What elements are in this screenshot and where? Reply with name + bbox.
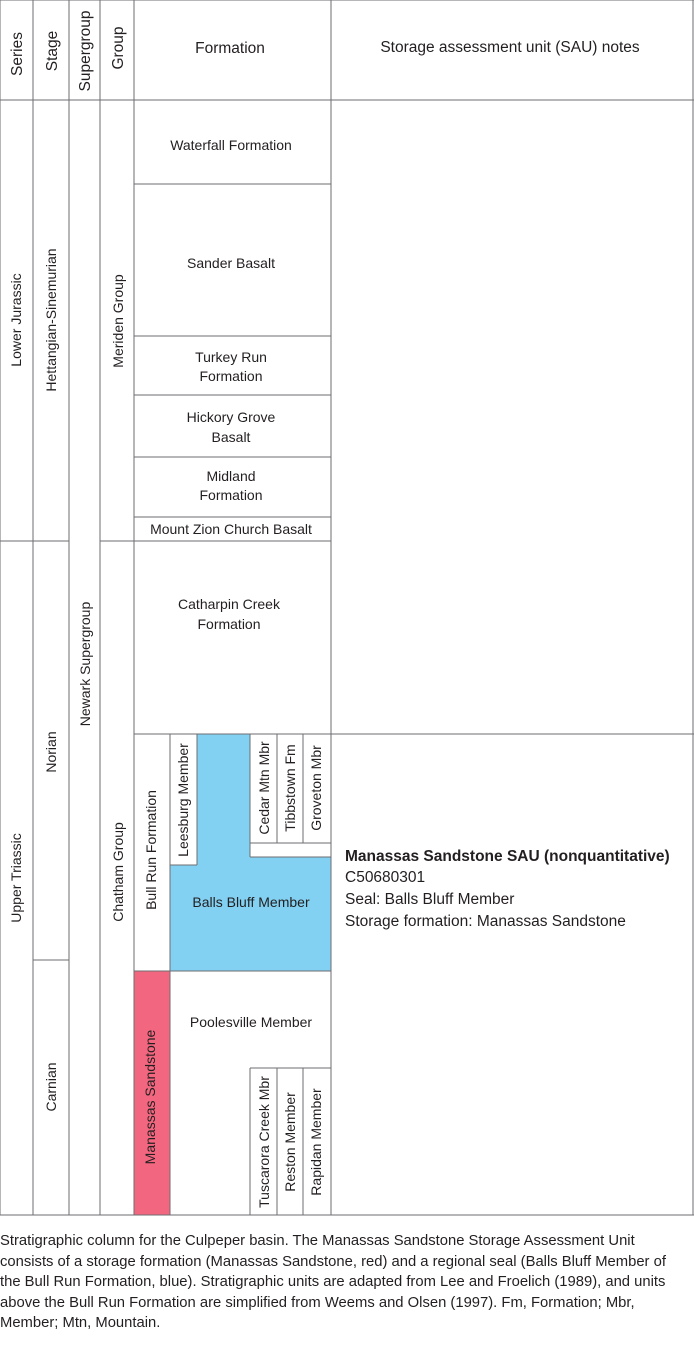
member-leesburg: Leesburg Member [175, 743, 191, 857]
stratigraphic-column: Series Stage Supergroup Group Formation … [0, 0, 694, 1216]
manassas-sandstone-storage-fill [134, 971, 170, 1215]
group-meriden: Meriden Group [110, 274, 126, 368]
formation-bull-run: Bull Run Formation [143, 790, 159, 910]
formation-mount-zion-church-basalt: Mount Zion Church Basalt [150, 521, 312, 537]
member-tibbstown: Tibbstown Fm [282, 744, 298, 831]
formation-catharpin-line2: Formation [197, 616, 260, 632]
column-grid [0, 0, 694, 1216]
sau-note-seal: Seal: Balls Bluff Member [345, 891, 514, 908]
formation-turkey-run-line1: Turkey Run [195, 349, 267, 365]
member-cedar-mtn: Cedar Mtn Mbr [256, 741, 272, 835]
formation-hickory-grove-line2: Basalt [212, 429, 251, 445]
member-groveton: Groveton Mbr [308, 745, 324, 831]
formation-catharpin-line1: Catharpin Creek [178, 596, 281, 612]
formation-midland-line2: Formation [199, 487, 262, 503]
formation-midland-line1: Midland [206, 468, 255, 484]
header-sau-notes: Storage assessment unit (SAU) notes [380, 39, 640, 56]
header-series: Series [9, 32, 26, 76]
formation-hickory-grove-line1: Hickory Grove [187, 409, 276, 425]
stage-carnian: Carnian [43, 1062, 59, 1111]
header-formation: Formation [195, 40, 265, 57]
member-poolesville: Poolesville Member [190, 1014, 312, 1030]
stage-hettangian-sinemurian: Hettangian-Sinemurian [43, 248, 59, 391]
member-rapidan: Rapidan Member [308, 1088, 324, 1196]
stage-norian: Norian [43, 731, 59, 772]
sau-note-title: Manassas Sandstone SAU (nonquantitative) [345, 848, 670, 865]
balls-bluff-seal-fill [170, 734, 331, 971]
supergroup-newark: Newark Supergroup [77, 602, 93, 727]
sau-note-storage: Storage formation: Manassas Sandstone [345, 913, 626, 930]
member-balls-bluff: Balls Bluff Member [192, 894, 310, 910]
header-supergroup: Supergroup [77, 10, 94, 91]
group-chatham: Chatham Group [110, 822, 126, 922]
formation-sander-basalt: Sander Basalt [187, 255, 275, 271]
series-upper-triassic: Upper Triassic [8, 833, 24, 922]
sau-note-code: C50680301 [345, 869, 425, 886]
formation-turkey-run-line2: Formation [199, 368, 262, 384]
figure-caption: Stratigraphic column for the Culpeper ba… [0, 1233, 666, 1332]
series-lower-jurassic: Lower Jurassic [8, 273, 24, 366]
header-group: Group [110, 26, 127, 69]
header-stage: Stage [44, 31, 61, 72]
member-reston: Reston Member [282, 1092, 298, 1192]
formation-manassas-sandstone: Manassas Sandstone [142, 1029, 158, 1164]
member-tuscarora-creek: Tuscarora Creek Mbr [256, 1076, 272, 1208]
formation-waterfall: Waterfall Formation [170, 137, 292, 153]
